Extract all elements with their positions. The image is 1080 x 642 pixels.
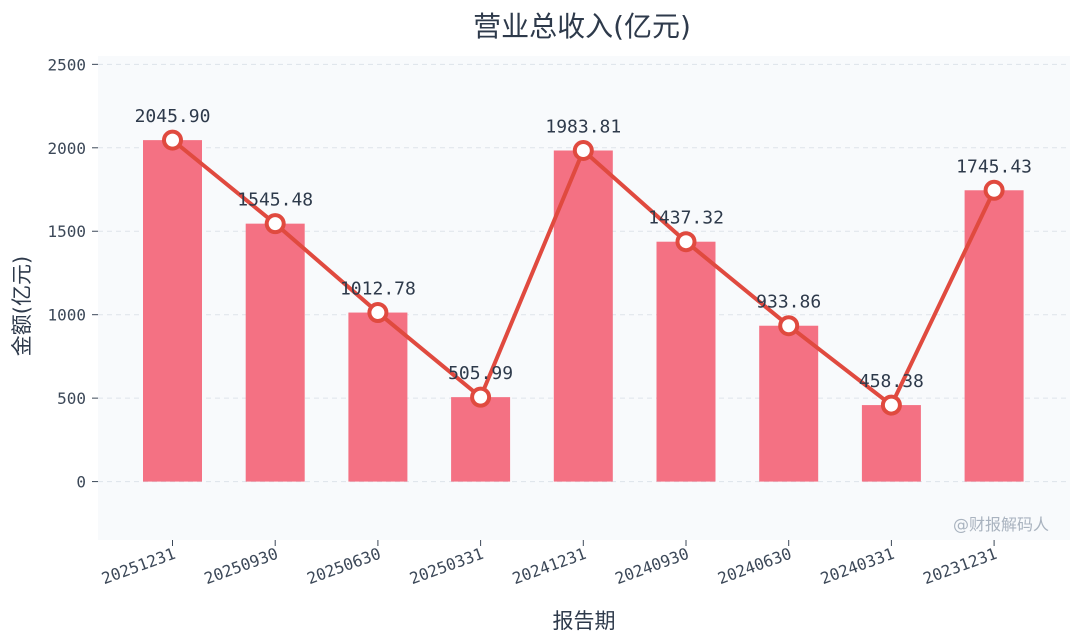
bar: [861, 405, 921, 482]
y-axis-title: 金额(亿元): [10, 256, 34, 356]
data-label: 933.86: [756, 292, 821, 313]
data-label: 1437.32: [648, 208, 724, 229]
x-tick-label: 20241231: [510, 544, 589, 588]
x-tick-label: 20251231: [99, 544, 178, 588]
x-tick-label: 20240630: [715, 544, 794, 588]
y-tick-label: 500: [57, 389, 86, 408]
bar: [245, 223, 305, 482]
data-label: 2045.90: [135, 106, 211, 127]
x-ticks: 20251231 20250930 20250630 20250331 20241231…: [99, 540, 1000, 588]
bar: [348, 312, 408, 482]
line-point: [470, 386, 492, 408]
x-tick-label: 20250331: [407, 544, 486, 588]
x-tick-label: 20231231: [921, 544, 1000, 588]
x-tick-label: 20250930: [202, 544, 281, 588]
chart-title: 营业总收入(亿元): [473, 10, 691, 43]
x-tick-label: 20240331: [818, 544, 897, 588]
line-layer: [162, 129, 1005, 416]
bar: [143, 140, 202, 482]
y-ticks: 0 500 1000 1500 2000 2500: [47, 55, 98, 492]
y-tick-label: 0: [76, 473, 86, 492]
data-label: 1983.81: [545, 116, 621, 137]
bar: [656, 241, 716, 482]
bar: [964, 190, 1024, 482]
line-point: [778, 315, 800, 337]
y-tick-label: 1000: [47, 306, 86, 325]
bar: [451, 397, 511, 482]
line-point: [675, 231, 697, 253]
x-axis-title: 报告期: [553, 609, 616, 633]
y-tick-label: 2500: [47, 55, 86, 74]
y-tick-label: 1500: [47, 222, 86, 241]
y-tick-label: 2000: [47, 139, 86, 158]
bar: [759, 325, 819, 482]
data-label: 505.99: [448, 363, 513, 384]
line-point: [572, 139, 594, 161]
line-point: [162, 129, 183, 151]
watermark: @财报解码人: [953, 515, 1049, 534]
data-label: 1745.43: [956, 156, 1032, 177]
line-point: [880, 394, 902, 416]
line-point: [264, 213, 286, 235]
bars-layer: [143, 140, 1024, 482]
data-labels: 2045.90 1545.48 1012.78 505.99 1983.81 1437.3…: [135, 106, 1032, 392]
line-point: [983, 179, 1005, 201]
line-point: [367, 302, 389, 324]
data-label: 1545.48: [237, 190, 313, 211]
x-tick-label: 20250630: [304, 544, 383, 588]
data-label: 458.38: [859, 371, 924, 392]
bar: [553, 150, 613, 482]
x-tick-label: 20240930: [612, 544, 691, 588]
data-label: 1012.78: [340, 279, 416, 300]
